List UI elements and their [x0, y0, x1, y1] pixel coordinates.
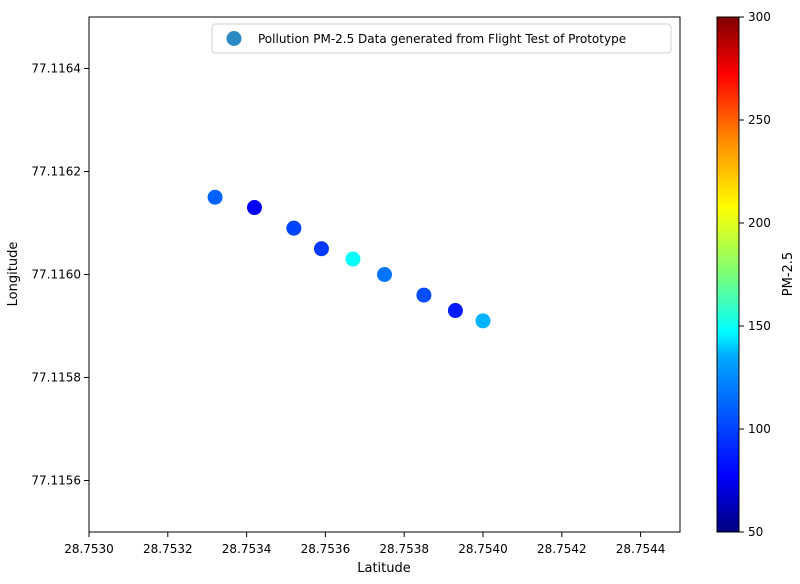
legend-marker [226, 31, 242, 46]
colorbar-gradient [716, 16, 740, 533]
y-tick-label: 77.1162 [31, 165, 81, 179]
colorbar-tick-label: 50 [748, 525, 763, 539]
x-axis-label: Latitude [357, 561, 411, 576]
colorbar-tick-label: 100 [748, 422, 771, 436]
x-tick-label: 28.7536 [301, 542, 351, 556]
colorbar-label: PM-2.5 [781, 252, 796, 296]
data-point [475, 313, 491, 329]
y-axis-ticks: 77.1156 77.1158 77.1160 77.1162 77.1164 [31, 62, 89, 488]
colorbar: 50 100 150 200 250 300 PM-2.5 [716, 10, 796, 539]
y-axis-label: Longitude [6, 242, 21, 307]
x-tick-label: 28.7538 [379, 542, 429, 556]
data-point [286, 220, 302, 236]
x-tick-label: 28.7532 [143, 542, 193, 556]
x-tick-label: 28.7544 [616, 542, 666, 556]
data-point [345, 251, 361, 267]
data-point [313, 241, 329, 257]
x-tick-label: 28.7540 [458, 542, 508, 556]
data-points [207, 189, 491, 329]
data-point [246, 200, 262, 216]
x-tick-label: 28.7530 [64, 542, 114, 556]
y-tick-label: 77.1156 [31, 474, 81, 488]
data-point [416, 287, 432, 303]
data-point [377, 267, 392, 282]
legend: Pollution PM-2.5 Data generated from Fli… [211, 23, 672, 54]
colorbar-tick-label: 300 [748, 10, 771, 24]
colorbar-ticks: 50 100 150 200 250 300 [739, 10, 771, 539]
data-point [207, 189, 223, 205]
y-tick-label: 77.1164 [31, 62, 81, 76]
y-tick-label: 77.1160 [31, 268, 81, 282]
x-tick-label: 28.7542 [537, 542, 587, 556]
colorbar-tick-label: 250 [748, 113, 771, 127]
legend-label: Pollution PM-2.5 Data generated from Fli… [258, 32, 626, 46]
y-tick-label: 77.1158 [31, 371, 81, 385]
colorbar-tick-label: 200 [748, 216, 771, 230]
legend-box [211, 23, 672, 54]
data-point [447, 303, 463, 319]
x-axis-ticks: 28.7530 28.7532 28.7534 28.7536 28.7538 28.75… [64, 532, 665, 556]
x-tick-label: 28.7534 [222, 542, 272, 556]
colorbar-tick-label: 150 [748, 319, 771, 333]
